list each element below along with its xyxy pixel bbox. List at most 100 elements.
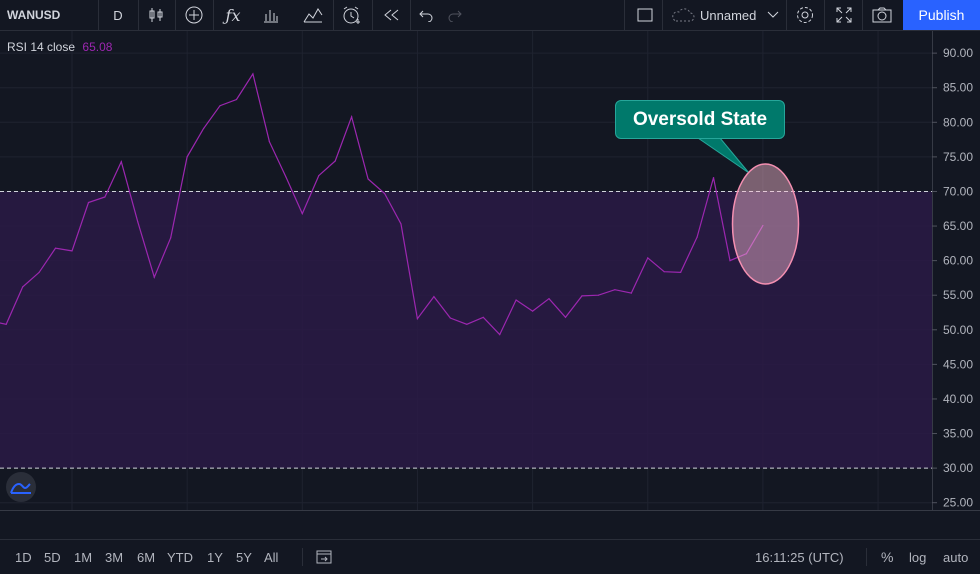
rsi-chart[interactable]: 90.00 85.00 80.00 75.00 70.00 65.00 60.00 55.00… xyxy=(0,31,980,511)
rsi-point xyxy=(729,260,731,262)
symbol-button[interactable]: WANUSD xyxy=(7,8,61,22)
range-3m[interactable]: 3M xyxy=(105,549,124,565)
interval-button[interactable]: D xyxy=(113,7,123,23)
rsi-point xyxy=(301,212,303,215)
divider xyxy=(862,0,863,30)
rsi-point xyxy=(482,316,484,318)
undo-icon[interactable] xyxy=(414,0,438,30)
range-5y[interactable]: 5Y xyxy=(236,549,252,565)
y-tick-label: 50.00 xyxy=(943,323,973,337)
rsi-point xyxy=(647,257,649,259)
callout-label: Oversold State xyxy=(632,108,768,130)
indicator-legend[interactable]: RSI 14 close 65.08 xyxy=(7,40,112,54)
range-6m[interactable]: 6M xyxy=(137,549,156,565)
oversold-callout[interactable]: Oversold State xyxy=(615,100,785,139)
y-tick-label: 60.00 xyxy=(943,254,973,268)
templates-icon[interactable] xyxy=(258,0,284,30)
y-tick-label: 85.00 xyxy=(943,81,973,95)
y-tick-label: 65.00 xyxy=(943,219,973,233)
rsi-point xyxy=(22,286,24,288)
y-tick-label: 30.00 xyxy=(943,461,973,475)
rsi-point xyxy=(416,318,419,320)
range-1y[interactable]: 1Y xyxy=(207,549,223,565)
candle-style-icon[interactable] xyxy=(143,0,169,30)
rsi-point xyxy=(400,223,402,225)
top-toolbar: WANUSD D ƒx Unnamed xyxy=(0,0,980,31)
rsi-point xyxy=(745,253,748,255)
rsi-point xyxy=(38,271,40,273)
redo-icon[interactable] xyxy=(443,0,467,30)
fullscreen-square-icon[interactable] xyxy=(632,0,658,30)
rsi-point xyxy=(515,299,517,301)
rsi-point xyxy=(318,174,320,177)
replay-rewind-icon[interactable] xyxy=(378,0,404,30)
rsi-series-line xyxy=(0,72,764,336)
divider xyxy=(866,548,867,566)
rsi-point xyxy=(433,295,435,298)
compare-plus-icon[interactable] xyxy=(181,0,207,30)
indicators-fx-icon[interactable]: ƒx xyxy=(225,5,241,25)
chevron-down-icon[interactable] xyxy=(765,0,781,30)
cloud-icon[interactable] xyxy=(670,0,696,30)
divider xyxy=(624,0,625,30)
y-tick-label: 40.00 xyxy=(943,392,973,406)
rsi-point xyxy=(120,161,122,163)
rsi-point xyxy=(285,176,287,178)
divider xyxy=(138,0,139,30)
gear-icon[interactable] xyxy=(792,0,818,30)
rsi-points xyxy=(5,73,764,336)
tradingview-logo-icon[interactable] xyxy=(6,472,36,502)
rsi-point xyxy=(351,116,353,118)
rsi-point xyxy=(252,73,254,75)
y-tick-label: 80.00 xyxy=(943,115,973,129)
rsi-point xyxy=(712,177,715,179)
rsi-point xyxy=(696,236,698,238)
bottom-toolbar: 1D 5D 1M 3M 6M YTD 1Y 5Y All 16:11:25 (U… xyxy=(0,539,980,573)
rsi-point xyxy=(186,156,188,158)
chart-style-icon[interactable] xyxy=(299,0,327,30)
range-1d[interactable]: 1D xyxy=(15,549,32,565)
divider xyxy=(333,0,334,30)
auto-toggle[interactable]: auto xyxy=(943,549,969,565)
legend-indicator-value: 65.08 xyxy=(82,40,113,54)
rsi-point xyxy=(104,196,106,198)
price-axis[interactable]: 90.00 85.00 80.00 75.00 70.00 65.00 60.00 55.00… xyxy=(932,46,973,510)
rsi-point xyxy=(680,271,682,273)
percent-toggle[interactable]: % xyxy=(881,549,894,565)
rsi-point xyxy=(532,310,534,312)
rsi-point xyxy=(581,295,583,297)
range-ytd[interactable]: YTD xyxy=(167,549,193,565)
layout-name-label[interactable]: Unnamed xyxy=(700,7,757,23)
rsi-point xyxy=(663,271,665,273)
expand-icon[interactable] xyxy=(831,0,857,30)
y-tick-label: 25.00 xyxy=(943,496,973,510)
rsi-point xyxy=(219,105,221,107)
publish-button[interactable]: Publish xyxy=(903,0,980,30)
divider xyxy=(98,0,99,30)
range-all[interactable]: All xyxy=(264,549,279,565)
highlight-ellipse[interactable] xyxy=(731,163,800,285)
y-tick-label: 55.00 xyxy=(943,288,973,302)
rsi-point xyxy=(762,224,764,227)
rsi-point xyxy=(235,98,238,101)
log-toggle[interactable]: log xyxy=(909,549,927,565)
divider xyxy=(786,0,787,30)
rsi-point xyxy=(54,247,57,249)
rsi-point xyxy=(170,237,172,239)
rsi-point xyxy=(383,192,386,195)
rsi-point xyxy=(466,323,468,325)
camera-icon[interactable] xyxy=(868,0,896,30)
range-5d[interactable]: 5D xyxy=(44,549,61,565)
goto-date-icon[interactable] xyxy=(315,540,333,574)
rsi-point xyxy=(367,178,369,180)
range-1m[interactable]: 1M xyxy=(74,549,93,565)
alert-clock-icon[interactable] xyxy=(338,0,366,30)
rsi-point xyxy=(630,292,632,294)
rsi-point xyxy=(564,316,567,318)
rsi-point xyxy=(548,298,550,300)
rsi-point xyxy=(87,201,90,204)
utc-clock[interactable]: 16:11:25 (UTC) xyxy=(755,549,844,565)
rsi-point xyxy=(137,221,139,223)
divider xyxy=(662,0,663,30)
y-tick-label: 75.00 xyxy=(943,150,973,164)
